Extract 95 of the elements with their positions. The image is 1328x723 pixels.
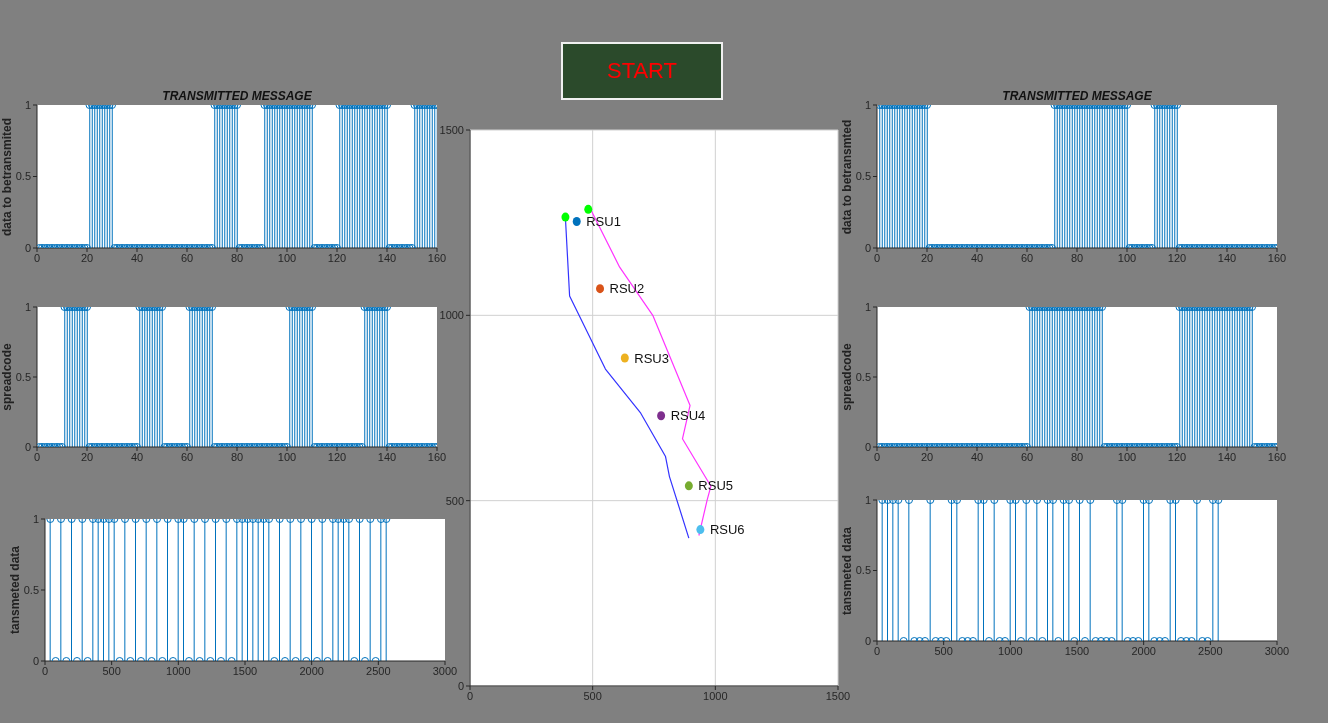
x-tick-label: 40 — [130, 450, 144, 463]
x-tick-label: 20 — [920, 450, 934, 463]
y-axis-title: data to betransmted — [840, 119, 854, 234]
x-tick-label: 20 — [920, 251, 934, 264]
series-label: RSU3 — [634, 350, 670, 366]
chart-title: TRANSMITTED MESSAGE — [161, 89, 313, 103]
y-tick-label: 0.5 — [855, 564, 871, 577]
x-tick-label: 40 — [970, 251, 984, 264]
x-tick-label: 60 — [1020, 251, 1034, 264]
x-tick-label: 500 — [583, 689, 602, 702]
x-tick-label: 1000 — [703, 689, 728, 702]
point — [572, 217, 581, 227]
x-tick-label: 20 — [80, 251, 94, 264]
y-axis-title: spreadcode — [0, 343, 14, 411]
x-tick-label: 0 — [873, 644, 881, 657]
y-tick-label: 0.5 — [15, 170, 31, 183]
x-tick-label: 1500 — [1064, 644, 1090, 657]
x-tick-label: 100 — [1117, 251, 1137, 264]
point — [584, 204, 593, 214]
y-tick-label: 0 — [864, 634, 871, 647]
x-tick-label: 140 — [377, 251, 397, 264]
y-tick-label: 0 — [24, 440, 31, 453]
x-tick-label: 80 — [230, 450, 244, 463]
x-tick-label: 160 — [427, 251, 447, 264]
chart-title: TRANSMITTED MESSAGE — [1001, 89, 1153, 103]
point — [657, 411, 666, 421]
x-tick-label: 0 — [41, 664, 49, 677]
y-tick-label: 0.5 — [23, 583, 39, 596]
x-tick-label: 140 — [1217, 251, 1237, 264]
x-tick-label: 40 — [130, 251, 144, 264]
x-tick-label: 2000 — [299, 664, 324, 677]
y-tick-label: 0 — [32, 654, 39, 667]
x-tick-label: 500 — [102, 664, 121, 677]
y-tick-label: 1500 — [439, 123, 464, 136]
x-tick-label: 0 — [873, 450, 881, 463]
x-tick-label: 140 — [1217, 450, 1237, 463]
x-tick-label: 80 — [1070, 251, 1084, 264]
y-tick-label: 1 — [864, 300, 871, 313]
x-tick-label: 120 — [1167, 450, 1187, 463]
y-tick-label: 0 — [864, 241, 871, 254]
x-tick-label: 140 — [377, 450, 397, 463]
x-tick-label: 60 — [180, 450, 194, 463]
x-tick-label: 120 — [327, 251, 347, 264]
x-tick-label: 500 — [934, 644, 953, 657]
y-tick-label: 1 — [24, 98, 31, 111]
x-tick-label: 2500 — [366, 664, 391, 677]
x-tick-label: 120 — [1167, 251, 1187, 264]
y-tick-label: 0.5 — [855, 170, 871, 183]
x-tick-label: 3000 — [1264, 644, 1290, 657]
y-axis-title: tansmeted data — [8, 545, 22, 635]
x-tick-label: 100 — [1117, 450, 1137, 463]
y-axis-title: spreadcode — [840, 343, 854, 411]
y-axis-title: data to betransmited — [0, 117, 14, 236]
text: START — [606, 58, 678, 84]
x-tick-label: 20 — [80, 450, 94, 463]
x-tick-label: 160 — [1267, 450, 1287, 463]
x-tick-label: 60 — [1020, 450, 1034, 463]
x-tick-label: 1500 — [825, 689, 851, 702]
x-tick-label: 1000 — [166, 664, 191, 677]
y-tick-label: 0 — [457, 679, 464, 692]
y-tick-label: 1 — [24, 300, 31, 313]
x-tick-label: 60 — [180, 251, 194, 264]
x-tick-label: 0 — [466, 689, 474, 702]
x-tick-label: 100 — [277, 251, 297, 264]
x-tick-label: 80 — [1070, 450, 1084, 463]
point — [596, 284, 605, 294]
y-tick-label: 0.5 — [855, 370, 871, 383]
x-tick-label: 80 — [230, 251, 244, 264]
y-tick-label: 0 — [864, 440, 871, 453]
x-tick-label: 100 — [277, 450, 297, 463]
x-tick-label: 2500 — [1198, 644, 1223, 657]
x-tick-label: 2000 — [1131, 644, 1156, 657]
y-tick-label: 1 — [864, 98, 871, 111]
point — [696, 525, 705, 535]
x-tick-label: 1500 — [232, 664, 258, 677]
x-tick-label: 3000 — [432, 664, 458, 677]
x-tick-label: 160 — [427, 450, 447, 463]
x-tick-label: 120 — [327, 450, 347, 463]
x-tick-label: 0 — [873, 251, 881, 264]
y-tick-label: 1 — [864, 493, 871, 506]
x-tick-label: 1000 — [998, 644, 1023, 657]
series-label: RSU4 — [670, 408, 706, 424]
y-tick-label: 500 — [445, 494, 464, 507]
x-tick-label: 160 — [1267, 251, 1287, 264]
y-tick-label: 0 — [24, 241, 31, 254]
y-tick-label: 1000 — [439, 309, 464, 322]
point — [561, 212, 570, 222]
x-tick-label: 40 — [970, 450, 984, 463]
series-label: RSU6 — [709, 522, 745, 538]
series-label: RSU5 — [698, 478, 734, 494]
point — [684, 481, 693, 491]
y-tick-label: 0.5 — [15, 370, 31, 383]
y-tick-label: 1 — [32, 512, 39, 525]
y-axis-title: tansmeted data — [840, 526, 854, 615]
point — [620, 353, 629, 363]
